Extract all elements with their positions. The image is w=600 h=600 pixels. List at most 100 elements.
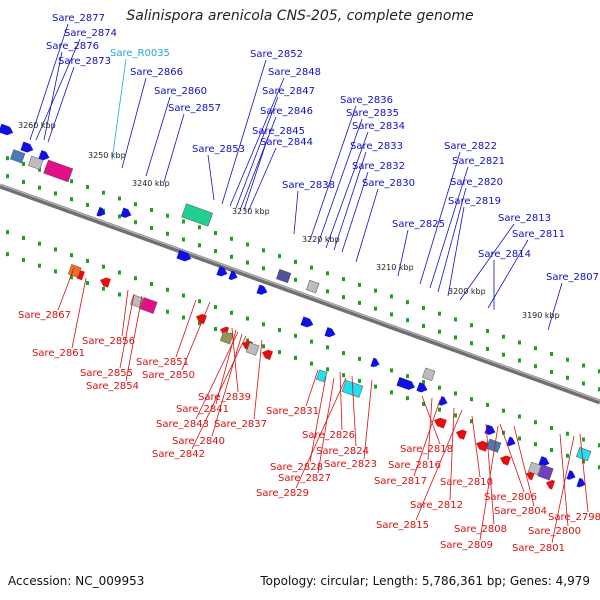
leader-line: [547, 282, 563, 331]
leader-line: [333, 151, 367, 251]
feature-block: [139, 297, 158, 314]
tick-mark: [246, 316, 249, 321]
bottom-gene-label: Sare_2809: [440, 540, 493, 551]
tick-mark: [438, 329, 441, 334]
tick-mark: [470, 419, 473, 424]
tick-mark: [6, 174, 9, 179]
leader-line: [163, 113, 185, 183]
leader-line: [293, 190, 299, 235]
top-gene-label: Sare_2845: [252, 126, 305, 137]
leader-line: [305, 369, 319, 407]
top-gene-label: Sare_2825: [392, 219, 445, 230]
tick-mark: [566, 375, 569, 380]
top-gene-label: Sare_2853: [192, 144, 245, 155]
tick-mark: [70, 197, 73, 202]
tick-mark: [118, 292, 121, 297]
tick-mark: [390, 390, 393, 395]
leader-line: [397, 229, 409, 277]
tick-mark: [598, 387, 600, 392]
top-gene-label: Sare_2833: [350, 141, 403, 152]
tick-mark: [550, 370, 553, 374]
top-gene-label: Sare_2836: [340, 95, 393, 106]
leader-line: [341, 171, 369, 253]
tick-mark: [182, 315, 185, 320]
top-gene-label: Sare_2813: [498, 213, 551, 224]
tick-mark: [342, 295, 345, 300]
bottom-gene-label: Sare_2842: [152, 449, 205, 460]
bottom-gene-label: Sare_2828: [270, 462, 323, 473]
tick-mark: [598, 369, 600, 374]
leader-line: [195, 331, 239, 420]
bottom-gene-label: Sare_2851: [136, 357, 189, 368]
leader-line: [121, 77, 147, 169]
forward-gene-arrow: [256, 284, 268, 295]
feature-block: [575, 447, 592, 462]
top-gene-label: Sare_2873: [58, 56, 111, 67]
leader-line: [363, 379, 373, 460]
leader-line: [247, 147, 277, 213]
tick-mark: [422, 401, 425, 406]
forward-gene-arrow: [300, 316, 314, 328]
tick-mark: [54, 269, 57, 274]
tick-mark: [182, 237, 185, 242]
leader-line: [447, 206, 465, 297]
tick-mark: [406, 300, 409, 305]
leader-line: [419, 151, 461, 285]
feature-block: [275, 269, 292, 284]
forward-gene-arrow: [38, 150, 50, 161]
forward-gene-arrow: [96, 207, 106, 217]
tick-mark: [422, 379, 425, 384]
tick-mark: [582, 459, 585, 464]
coordinate-labels: 3260 kbp 3250 kbp 3240 kbp 3230 kbp 3220 kbp…: [18, 121, 560, 320]
bottom-gene-label: Sare_2867: [18, 310, 71, 321]
tick-mark: [550, 426, 553, 430]
tick-mark: [326, 289, 329, 294]
forward-gene-arrow: [20, 141, 34, 153]
tick-mark: [246, 338, 249, 343]
tick-mark: [166, 309, 169, 314]
feature-block: [43, 159, 74, 183]
forward-gene-arrow: [228, 270, 238, 281]
leader-line: [317, 118, 363, 245]
bottom-gene-label: Sare_2855: [80, 368, 133, 379]
tick-mark: [470, 341, 473, 346]
tick-mark: [38, 185, 41, 190]
tick-mark: [70, 179, 73, 184]
leader-line: [47, 66, 75, 143]
bottom-gene-label: Sare_2856: [82, 336, 135, 347]
forward-gene-arrow: [176, 249, 192, 262]
tick-mark: [38, 263, 41, 268]
tick-mark: [598, 465, 600, 470]
top-gene-label: Sare_2857: [168, 103, 221, 114]
tick-mark: [374, 384, 377, 389]
top-gene-label: Sare_2844: [260, 137, 313, 148]
tick-mark: [182, 219, 185, 224]
bottom-gene-label: Sare_2840: [172, 436, 225, 447]
top-gene-label: Sare_2848: [268, 67, 321, 78]
leader-line: [239, 116, 277, 211]
tick-mark: [390, 294, 393, 299]
top-gene-label: Sare_2876: [46, 41, 99, 52]
reverse-gene-arrow: [262, 349, 273, 360]
tick-mark: [278, 328, 281, 333]
tick-mark: [134, 220, 137, 225]
bottom-gene-label: Sare_2815: [376, 520, 429, 531]
leader-line: [235, 96, 279, 209]
top-gene-label: Sare_2822: [444, 141, 497, 152]
leader-line: [181, 301, 211, 371]
reverse-gene-arrow: [434, 417, 447, 429]
bottom-gene-label: Sare_2826: [302, 430, 355, 441]
forward-gene-arrow: [438, 396, 448, 406]
genome-backbone: [0, 183, 600, 405]
tick-mark: [582, 363, 585, 368]
tick-mark: [118, 196, 121, 201]
tick-mark: [582, 381, 585, 386]
tick-mark: [118, 214, 121, 219]
bottom-gene-label: Sare_2808: [454, 524, 507, 535]
leader-line: [243, 136, 269, 211]
bottom-gene-label: Sare_2806: [484, 492, 537, 503]
bottom-gene-label: Sare_2798: [548, 512, 600, 523]
accession-text: Accession: NC_009953: [8, 574, 145, 588]
tick-mark: [166, 287, 169, 292]
bottom-gene-label: Sare_2817: [374, 476, 427, 487]
